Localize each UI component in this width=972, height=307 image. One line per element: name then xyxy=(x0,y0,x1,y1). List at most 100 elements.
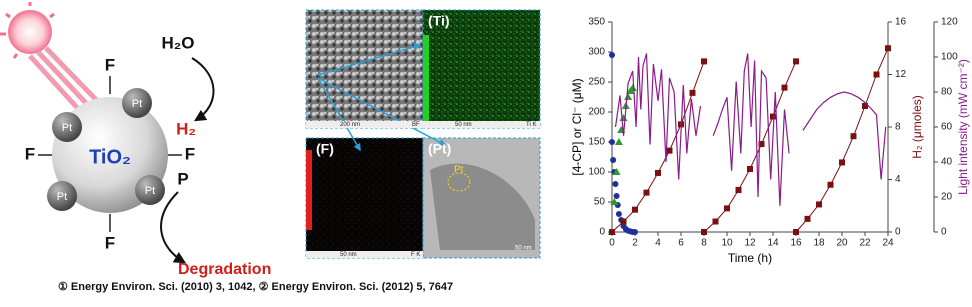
sun-rays xyxy=(0,2,55,59)
y2-tick-label: 0 xyxy=(895,227,901,238)
pointer-arrows xyxy=(317,43,447,152)
y-tick-label: 0 xyxy=(599,227,605,238)
y-axis-label: [4-CP] or Cl⁻ (μM) xyxy=(570,78,584,175)
point xyxy=(689,89,696,96)
point xyxy=(747,166,753,172)
ti-bar xyxy=(423,35,429,125)
point xyxy=(701,58,707,65)
point xyxy=(724,205,730,212)
x-tick-label: 22 xyxy=(859,238,871,249)
point xyxy=(615,211,622,217)
point xyxy=(735,187,742,193)
point xyxy=(701,229,707,235)
x-tick-label: 18 xyxy=(813,238,825,249)
y3-tick-label: 60 xyxy=(941,122,953,133)
pt-label: Pt xyxy=(145,185,155,197)
point xyxy=(609,52,615,58)
micrographs: (Ti) (F) (Pt) Pt 200 nm BF 50 nm Ti K 50… xyxy=(305,9,541,259)
f-label: F xyxy=(185,144,195,163)
tag-label: BF xyxy=(412,122,420,128)
tag-label: Ti K xyxy=(526,122,536,128)
f-label: F xyxy=(105,233,115,252)
hydrogen-label: H₂ xyxy=(176,119,196,138)
catalyst-label: TiO₂ xyxy=(89,146,131,168)
ti-map xyxy=(422,9,541,129)
y-tick-label: 100 xyxy=(588,167,605,178)
y-tick-label: 50 xyxy=(594,197,606,208)
y2-tick-label: 12 xyxy=(895,69,907,80)
x-tick-label: 2 xyxy=(632,238,638,249)
y2-tick-label: 4 xyxy=(895,174,901,185)
x-tick-label: 20 xyxy=(836,238,848,249)
series-line xyxy=(614,53,887,206)
point xyxy=(610,157,617,163)
point xyxy=(655,169,661,176)
scale-label: 50 nm xyxy=(515,246,532,252)
point xyxy=(770,113,776,120)
pt-particle xyxy=(122,88,152,118)
pollutant-label: P xyxy=(177,169,188,188)
y3-axis-label: Light intensity (mW cm⁻²) xyxy=(956,59,970,195)
point xyxy=(632,229,638,235)
point xyxy=(862,103,868,109)
y-tick-label: 300 xyxy=(588,47,605,58)
point xyxy=(632,206,638,213)
y2-tick-label: 16 xyxy=(895,17,907,28)
point xyxy=(620,218,627,225)
pt-label: Pt xyxy=(62,122,72,134)
point xyxy=(712,218,719,225)
point xyxy=(666,147,673,154)
f-label: (F) xyxy=(316,141,334,157)
point xyxy=(610,198,619,205)
scale-label: 200 nm xyxy=(340,122,360,128)
ti-label: (Ti) xyxy=(428,13,450,29)
point xyxy=(609,139,615,145)
point xyxy=(839,159,845,166)
sun xyxy=(8,10,52,54)
y3-tick-label: 0 xyxy=(941,227,947,238)
pt-circle xyxy=(447,172,471,192)
y2-axis-label: H₂ (μmoles) xyxy=(910,95,924,159)
point xyxy=(614,138,623,145)
point xyxy=(793,229,799,235)
x-tick-label: 4 xyxy=(655,238,661,249)
bf-image xyxy=(305,9,424,129)
f-label: F xyxy=(25,144,35,163)
f-map xyxy=(305,137,424,259)
pt-particle xyxy=(135,175,165,205)
x-tick-label: 12 xyxy=(744,238,756,249)
water-label: H₂O xyxy=(161,33,194,52)
y3-tick-label: 120 xyxy=(941,17,958,28)
y3-tick-label: 20 xyxy=(941,192,953,203)
x-tick-label: 0 xyxy=(609,238,615,249)
scale-label: 50 nm xyxy=(455,122,472,128)
pt-label: Pt xyxy=(57,191,67,203)
pt-label: Pt xyxy=(132,98,142,110)
point xyxy=(613,193,620,199)
y-tick-label: 150 xyxy=(588,137,605,148)
x-axis-label: Time (h) xyxy=(728,251,772,265)
pt-marker: Pt xyxy=(454,165,464,176)
x-tick-label: 24 xyxy=(882,238,894,249)
x-tick-label: 16 xyxy=(790,238,802,249)
point xyxy=(873,71,880,78)
y-tick-label: 250 xyxy=(588,77,605,88)
chart: 0 2 4 6 8 10 12 14 16 18 20 22 240501001502002503003… xyxy=(570,17,970,266)
y2-tick-label: 8 xyxy=(895,122,901,133)
diagram: Pt Pt Pt Pt F F F F TiO₂ H₂O H₂ P Degrad… xyxy=(0,2,271,278)
point xyxy=(827,181,834,188)
point xyxy=(643,189,650,196)
point xyxy=(793,58,799,65)
pt-particle xyxy=(52,112,82,142)
point xyxy=(619,114,628,121)
y3-tick-label: 100 xyxy=(941,52,958,63)
y-tick-label: 350 xyxy=(588,17,605,28)
point xyxy=(885,45,891,52)
point xyxy=(816,201,822,208)
pt-label: (Pt) xyxy=(428,141,451,157)
y3-tick-label: 40 xyxy=(941,157,953,168)
point xyxy=(781,84,788,91)
x-tick-label: 14 xyxy=(767,238,779,249)
tag-label: F K xyxy=(411,252,420,258)
